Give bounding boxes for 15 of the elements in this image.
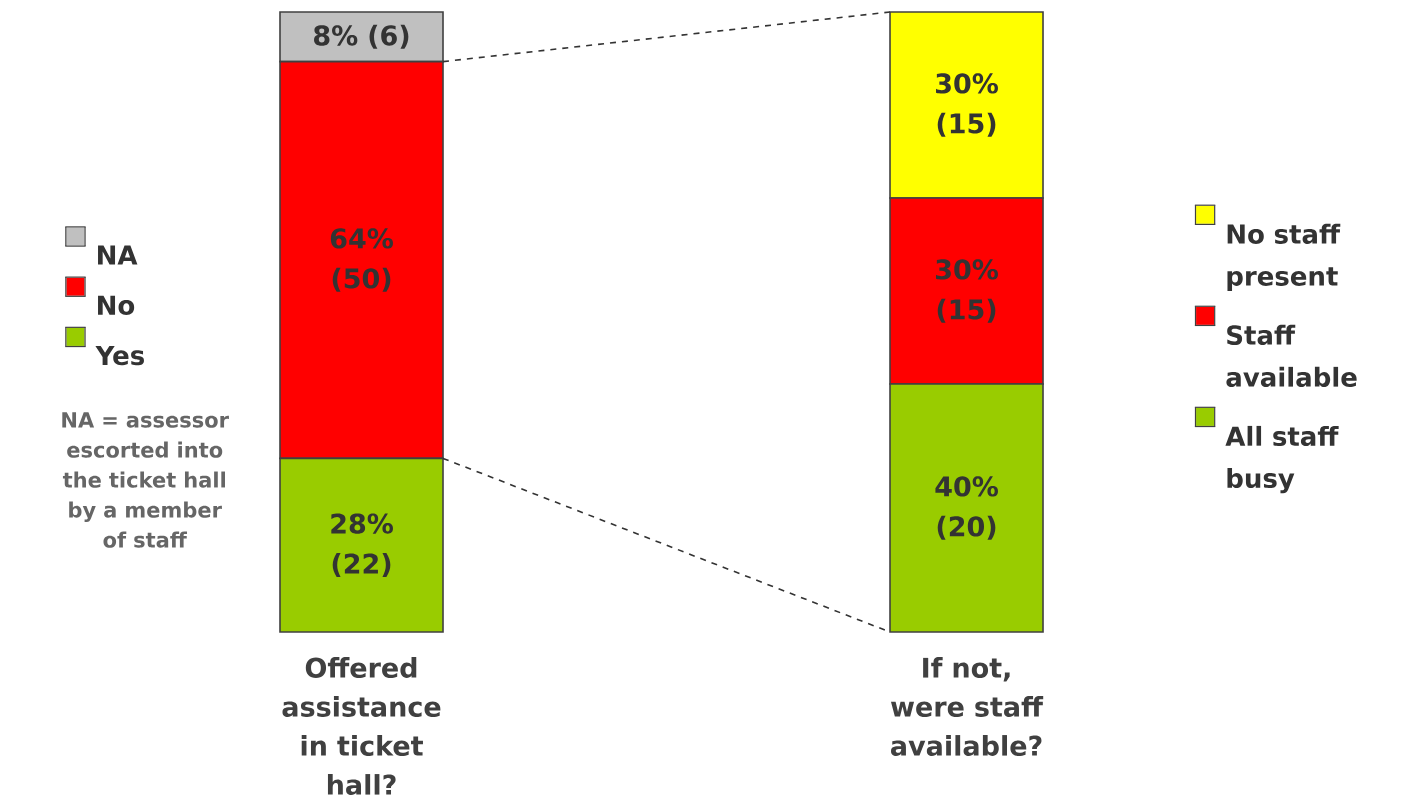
text: NA = assessor escorted into the ticket hall by a member of staff	[62, 412, 229, 548]
data-label: 8% (6)	[314, 24, 409, 49]
legend-label: NA	[98, 245, 138, 265]
legend-label: No	[98, 295, 135, 316]
data-label: 64% (50)	[330, 228, 393, 292]
data-label: 28% (22)	[331, 513, 393, 578]
legend-label: Staff available	[1226, 324, 1357, 387]
legend-label: No staff present	[1227, 223, 1341, 291]
legend-label: All staff busy	[1225, 425, 1339, 494]
x-tick-label: If not, were staff available?	[890, 657, 1044, 756]
data-label: 40% (20)	[935, 476, 998, 540]
x-tick-label: Offered assistance in ticket hall?	[282, 657, 441, 795]
legend-label: Yes	[95, 345, 144, 366]
data-label: 30% (15)	[936, 73, 998, 137]
data-label: 30% (15)	[936, 259, 998, 323]
